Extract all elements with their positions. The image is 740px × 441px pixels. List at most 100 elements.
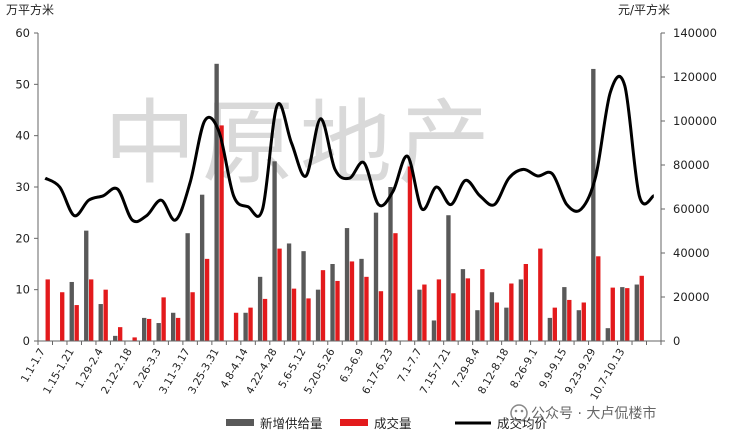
- bar-supply: [113, 335, 118, 341]
- right-tick-label: 120000: [673, 70, 717, 84]
- bar-sales: [117, 327, 123, 341]
- wechat-icon: [510, 404, 528, 422]
- bar-sales: [523, 264, 529, 341]
- bar-sales: [480, 269, 485, 341]
- bar-sales: [60, 292, 65, 341]
- bar-sales: [335, 280, 340, 341]
- bar-supply: [84, 230, 89, 341]
- bar-sales: [378, 291, 384, 341]
- bar-sales: [146, 318, 152, 341]
- bar-sales: [89, 279, 94, 341]
- right-tick-label: 20000: [673, 290, 710, 304]
- left-axis-ticks: 0 10 20 30 40 50 60: [15, 26, 38, 348]
- bar-supply: [417, 289, 422, 341]
- bar-supply: [518, 279, 524, 341]
- left-tick-label: 50: [15, 77, 30, 91]
- x-tick-label: 7.1-7.7: [396, 346, 425, 384]
- bar-supply: [199, 194, 205, 341]
- right-tick-label: 80000: [673, 158, 710, 172]
- x-tick-label: 7.29-8.4: [450, 346, 482, 390]
- bar-sales: [291, 288, 297, 341]
- right-tick-label: 40000: [673, 246, 710, 260]
- bar-sales: [277, 248, 282, 341]
- bar-sales: [204, 258, 210, 341]
- bar-sales: [639, 275, 644, 341]
- right-tick-label: 60000: [673, 202, 710, 216]
- bar-sales: [364, 276, 369, 341]
- bar-sales: [103, 289, 108, 341]
- bar-sales: [393, 233, 398, 341]
- bar-sales: [625, 288, 630, 341]
- right-axis-ticks: 0 20000 40000 60000 80000 100000 120000 140000: [661, 26, 717, 348]
- legend-label: 成交量: [374, 416, 412, 431]
- bar-supply: [315, 289, 321, 341]
- bar-sales: [219, 125, 224, 342]
- right-tick-label: 100000: [673, 114, 717, 128]
- bar-sales: [407, 166, 413, 341]
- bar-sales: [233, 312, 239, 341]
- bar-supply: [446, 215, 451, 341]
- bar-supply: [547, 317, 553, 341]
- x-tick-label: 9.9-9.15: [537, 346, 569, 390]
- bar-sales: [610, 287, 615, 341]
- bar-supply: [301, 251, 306, 341]
- bar-sales: [306, 298, 311, 341]
- bar-supply: [214, 63, 219, 342]
- credit: 公众号 · 大卢侃楼市: [510, 404, 656, 422]
- bar-sales: [132, 337, 137, 341]
- bar-sales: [581, 302, 586, 341]
- right-tick-label: 140000: [673, 26, 717, 40]
- bar-supply: [156, 323, 161, 341]
- x-tick-label: 6.3-6.9: [338, 347, 367, 385]
- bar-sales: [320, 270, 326, 341]
- bar-supply: [272, 161, 277, 341]
- legend: 新增供给量 成交量 成交均价: [226, 416, 548, 431]
- bar-sales: [552, 307, 557, 341]
- bar-sales: [349, 261, 355, 341]
- left-tick-label: 60: [15, 26, 30, 40]
- bar-supply: [373, 212, 379, 341]
- bar-supply: [69, 281, 74, 341]
- bar-sales: [436, 279, 442, 341]
- bar-supply: [489, 292, 495, 341]
- x-tick-label: 1.1-1.7: [19, 346, 48, 384]
- line-price: [44, 74, 655, 224]
- bar-supply: [460, 269, 466, 341]
- legend-label: 成交均价: [497, 416, 548, 431]
- bar-supply: [142, 317, 147, 341]
- bar-sales: [161, 297, 166, 341]
- wechat-icon-dot: [520, 409, 524, 413]
- bar-sales: [465, 278, 471, 341]
- bar-supply: [257, 276, 263, 341]
- bar-supply: [388, 187, 393, 341]
- bar-supply: [359, 258, 364, 341]
- credit-text: 公众号 · 大卢侃楼市: [531, 405, 656, 422]
- left-tick-label: 20: [15, 231, 30, 245]
- x-tick-label: 8.26-9.1: [508, 346, 540, 390]
- legend-swatch: [226, 419, 254, 426]
- bar-supply: [431, 320, 437, 341]
- bar-sales: [509, 283, 514, 341]
- bar-sales: [596, 256, 601, 341]
- bar-sales: [248, 307, 253, 341]
- bar-supply: [170, 312, 176, 341]
- bar-supply: [620, 287, 625, 341]
- bar-supply: [475, 310, 480, 341]
- bar-sales: [451, 293, 456, 341]
- bar-sales: [422, 284, 427, 341]
- bar-supply: [562, 287, 567, 341]
- left-tick-label: 0: [23, 334, 30, 348]
- bar-supply: [330, 264, 335, 341]
- bar-supply: [504, 307, 509, 341]
- legend-label: 新增供给量: [260, 416, 323, 431]
- bar-sales: [494, 302, 500, 341]
- bar-sales: [538, 248, 543, 341]
- bar-sales: [567, 299, 572, 341]
- bar-sales: [262, 298, 268, 341]
- bar-supply: [286, 243, 292, 341]
- x-tick-label: 2.26-3.3: [131, 347, 163, 391]
- bar-supply: [98, 304, 103, 341]
- bar-supply: [591, 68, 596, 341]
- bar-sales: [175, 317, 181, 341]
